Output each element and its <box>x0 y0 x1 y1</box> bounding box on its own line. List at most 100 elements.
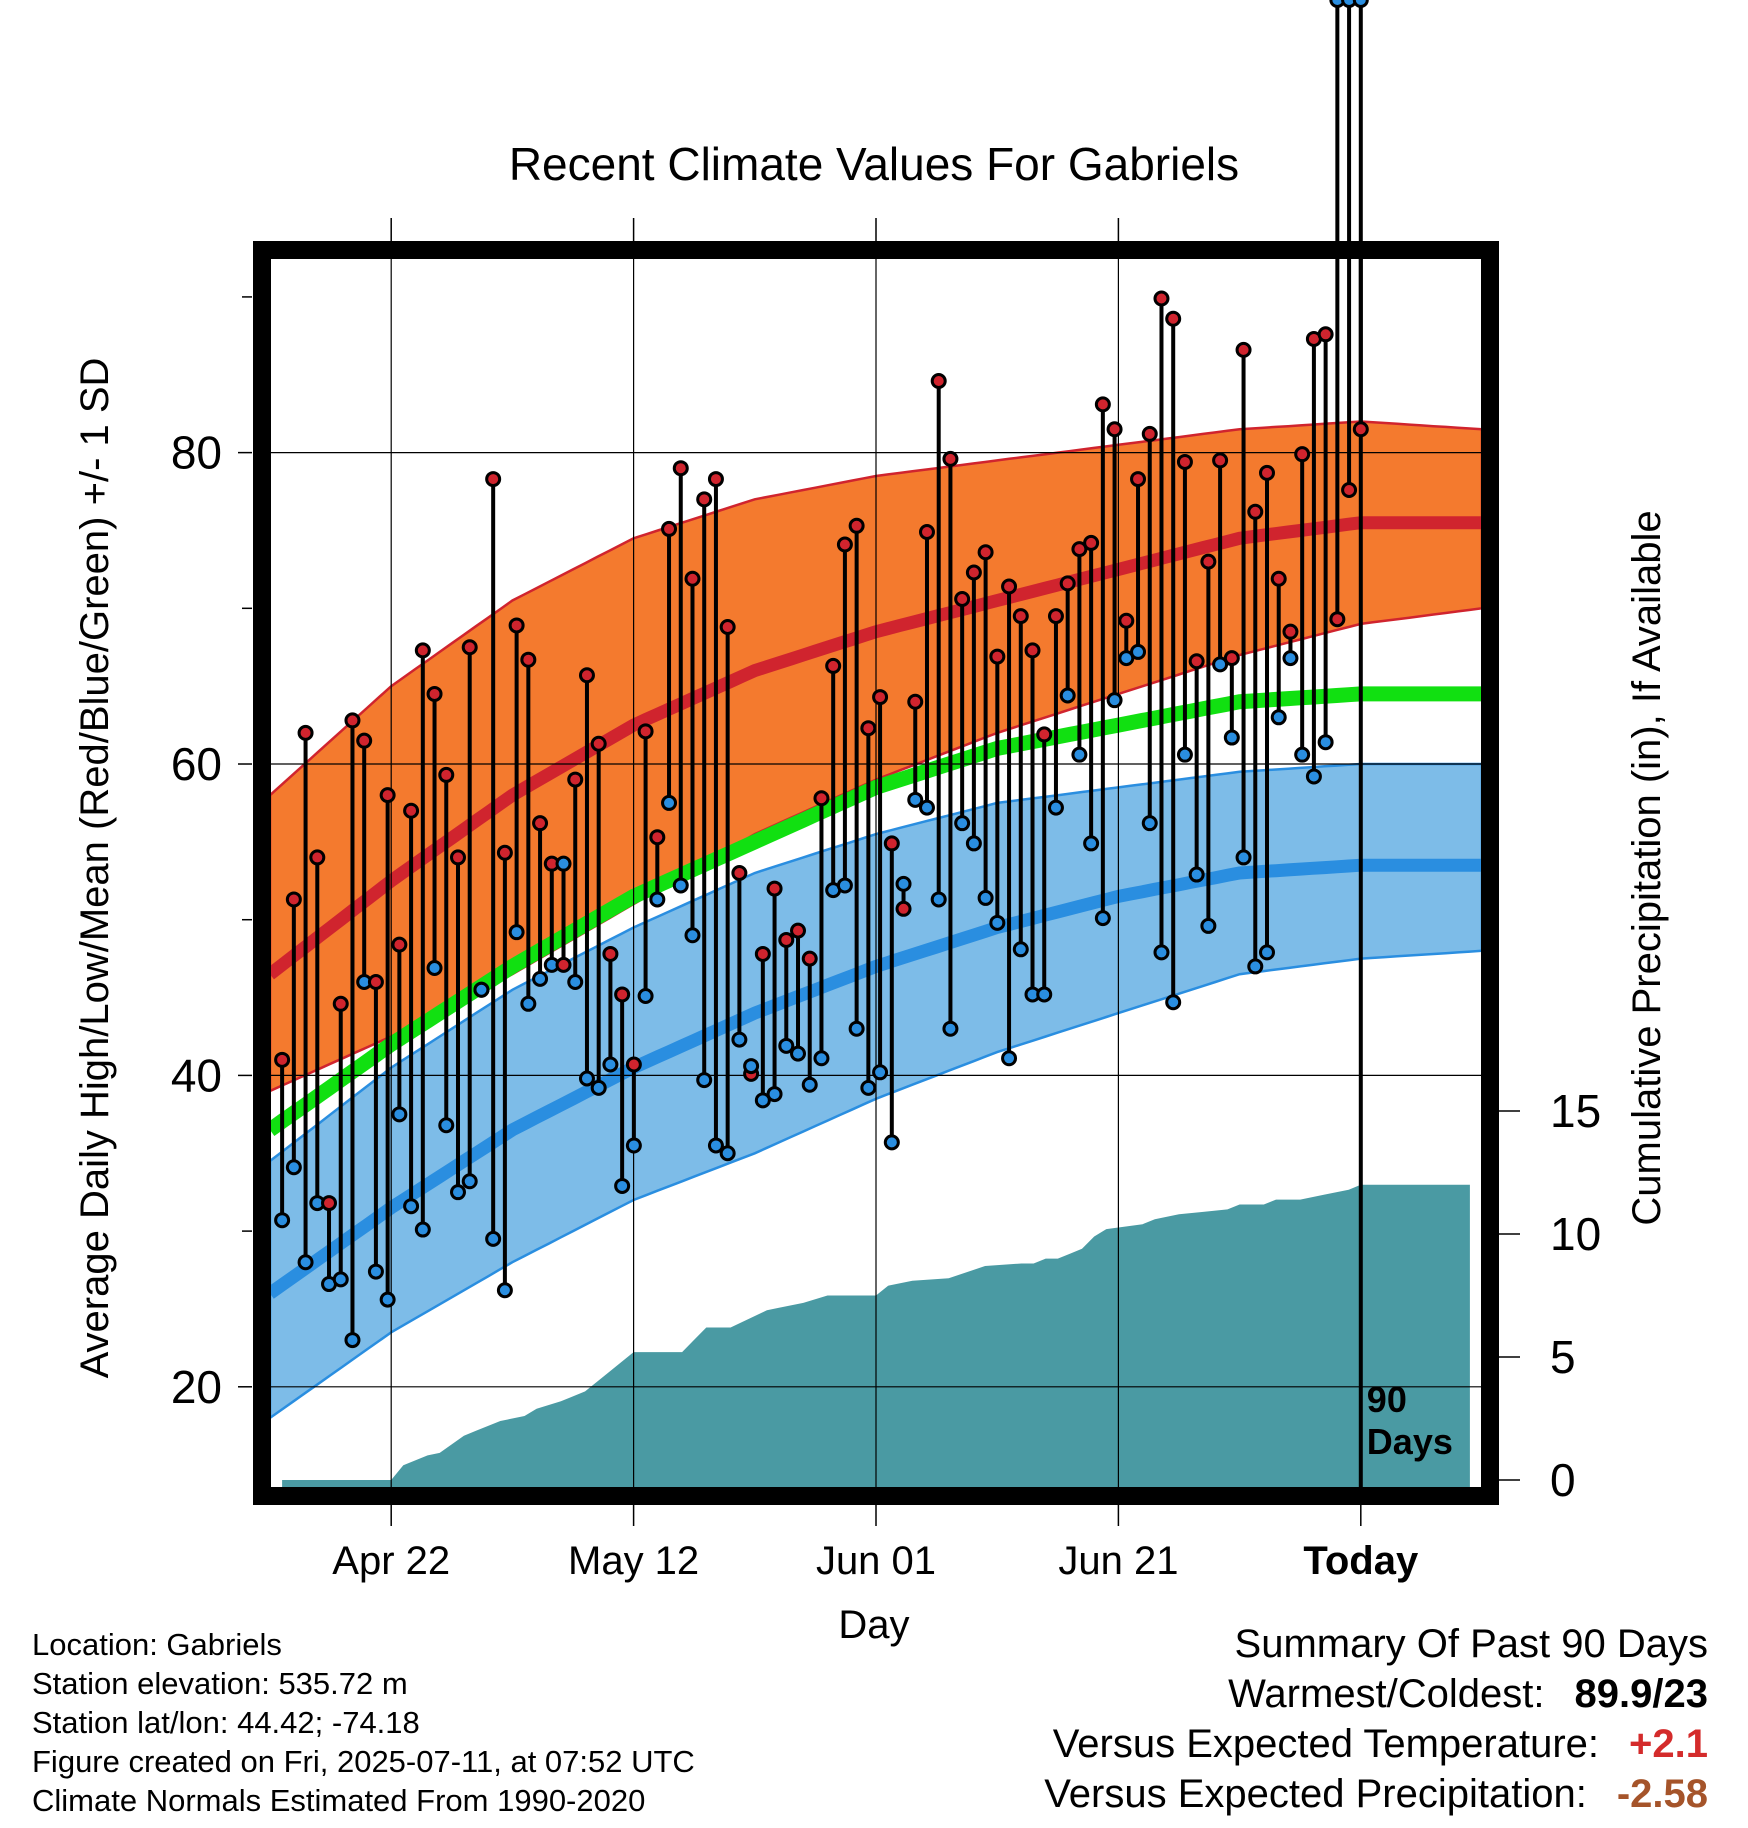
low-point <box>1305 768 1322 785</box>
low-point <box>1270 709 1287 726</box>
low-point <box>766 1086 783 1103</box>
low-point <box>883 1134 900 1151</box>
low-point <box>285 1159 302 1176</box>
low-point <box>661 794 678 811</box>
low-point <box>473 981 490 998</box>
low-point <box>719 1145 736 1162</box>
high-point <box>825 657 842 674</box>
high-point <box>1012 608 1029 625</box>
low-point <box>743 1058 760 1075</box>
y-right-tick-label: 10 <box>1550 1208 1601 1260</box>
location-text: Location: Gabriels <box>32 1627 282 1662</box>
high-point <box>520 651 537 668</box>
low-point <box>1329 0 1346 8</box>
high-point <box>461 639 478 656</box>
low-point <box>332 1271 349 1288</box>
low-point <box>614 1177 631 1194</box>
high-point <box>1317 326 1334 343</box>
low-point <box>790 1045 807 1062</box>
low-point <box>520 995 537 1012</box>
y-left-tick-label: 20 <box>171 1361 222 1413</box>
y-right-tick-label: 0 <box>1550 1454 1576 1506</box>
low-point <box>754 1092 771 1109</box>
high-point <box>1259 464 1276 481</box>
high-point <box>684 570 701 587</box>
low-point <box>1130 643 1147 660</box>
low-point <box>555 855 572 872</box>
low-point <box>438 1117 455 1134</box>
high-point <box>637 723 654 740</box>
low-point <box>344 1332 361 1349</box>
high-point <box>1352 421 1369 438</box>
low-point <box>578 1070 595 1087</box>
axes: 20 40 60 80 0 5 10 15 Apr 22 May 12 Jun 01 Jun 21 To… <box>171 218 1601 1583</box>
high-point <box>1176 453 1193 470</box>
high-point <box>297 724 314 741</box>
high-point <box>1071 541 1088 558</box>
high-point <box>1059 575 1076 592</box>
high-point <box>438 766 455 783</box>
high-point <box>274 1051 291 1068</box>
high-point <box>977 544 994 561</box>
high-point <box>1223 650 1240 667</box>
low-point <box>848 1020 865 1037</box>
y-left-tick-label: 60 <box>171 738 222 790</box>
high-point <box>989 648 1006 665</box>
low-point <box>672 877 689 894</box>
low-point <box>1223 729 1240 746</box>
high-point <box>801 950 818 967</box>
low-point <box>895 875 912 892</box>
y-left-tick-label: 80 <box>171 427 222 479</box>
high-point <box>731 865 748 881</box>
low-point <box>1012 941 1029 958</box>
low-point <box>778 1037 795 1054</box>
y-axis-right-label: Cumulative Precipitation (in), If Availa… <box>1625 510 1669 1225</box>
high-point <box>567 771 584 788</box>
low-point <box>1047 799 1064 816</box>
low-point <box>989 914 1006 931</box>
x-tick-label: Today <box>1303 1539 1419 1583</box>
temp-anomaly-value: +2.1 <box>1629 1722 1708 1766</box>
latlon-text: Station lat/lon: 44.42; -74.18 <box>32 1705 420 1740</box>
low-point <box>649 891 666 908</box>
low-point <box>1153 944 1170 961</box>
low-point <box>930 891 947 908</box>
today-days-label-unit: Days <box>1367 1421 1453 1462</box>
today-days-label-number: 90 <box>1367 1379 1407 1420</box>
low-point <box>496 1282 513 1299</box>
high-point <box>1036 726 1053 743</box>
high-point <box>707 471 724 488</box>
precip-anomaly-label: Versus Expected Precipitation: <box>1044 1772 1587 1816</box>
chart-title: Recent Climate Values For Gabriels <box>509 138 1239 190</box>
high-point <box>860 720 877 737</box>
low-point <box>860 1079 877 1096</box>
high-point <box>778 931 795 948</box>
high-point <box>602 945 619 962</box>
high-point <box>285 891 302 908</box>
low-point <box>461 1173 478 1190</box>
high-point <box>1235 341 1252 358</box>
low-point <box>532 970 549 987</box>
high-point <box>1047 608 1064 625</box>
low-point <box>602 1056 619 1073</box>
high-point <box>1130 471 1147 488</box>
y-left-tick-label: 40 <box>171 1049 222 1101</box>
low-point <box>449 1184 466 1201</box>
low-point <box>1094 910 1111 927</box>
temp-anomaly-label: Versus Expected Temperature: <box>1052 1722 1600 1766</box>
low-point <box>414 1221 431 1238</box>
low-point <box>1188 866 1205 883</box>
x-tick-label: Jun 01 <box>816 1539 936 1583</box>
low-point <box>1317 734 1334 751</box>
low-point <box>1036 986 1053 1003</box>
high-point <box>1106 421 1123 438</box>
low-point <box>977 889 994 906</box>
high-point <box>1083 534 1100 551</box>
y-right-tick-label: 5 <box>1550 1331 1576 1383</box>
low-point <box>367 1263 384 1280</box>
low-point <box>696 1072 713 1089</box>
high-point <box>614 986 631 1003</box>
high-point <box>485 471 502 488</box>
high-point <box>1341 481 1358 498</box>
high-point <box>496 844 513 861</box>
